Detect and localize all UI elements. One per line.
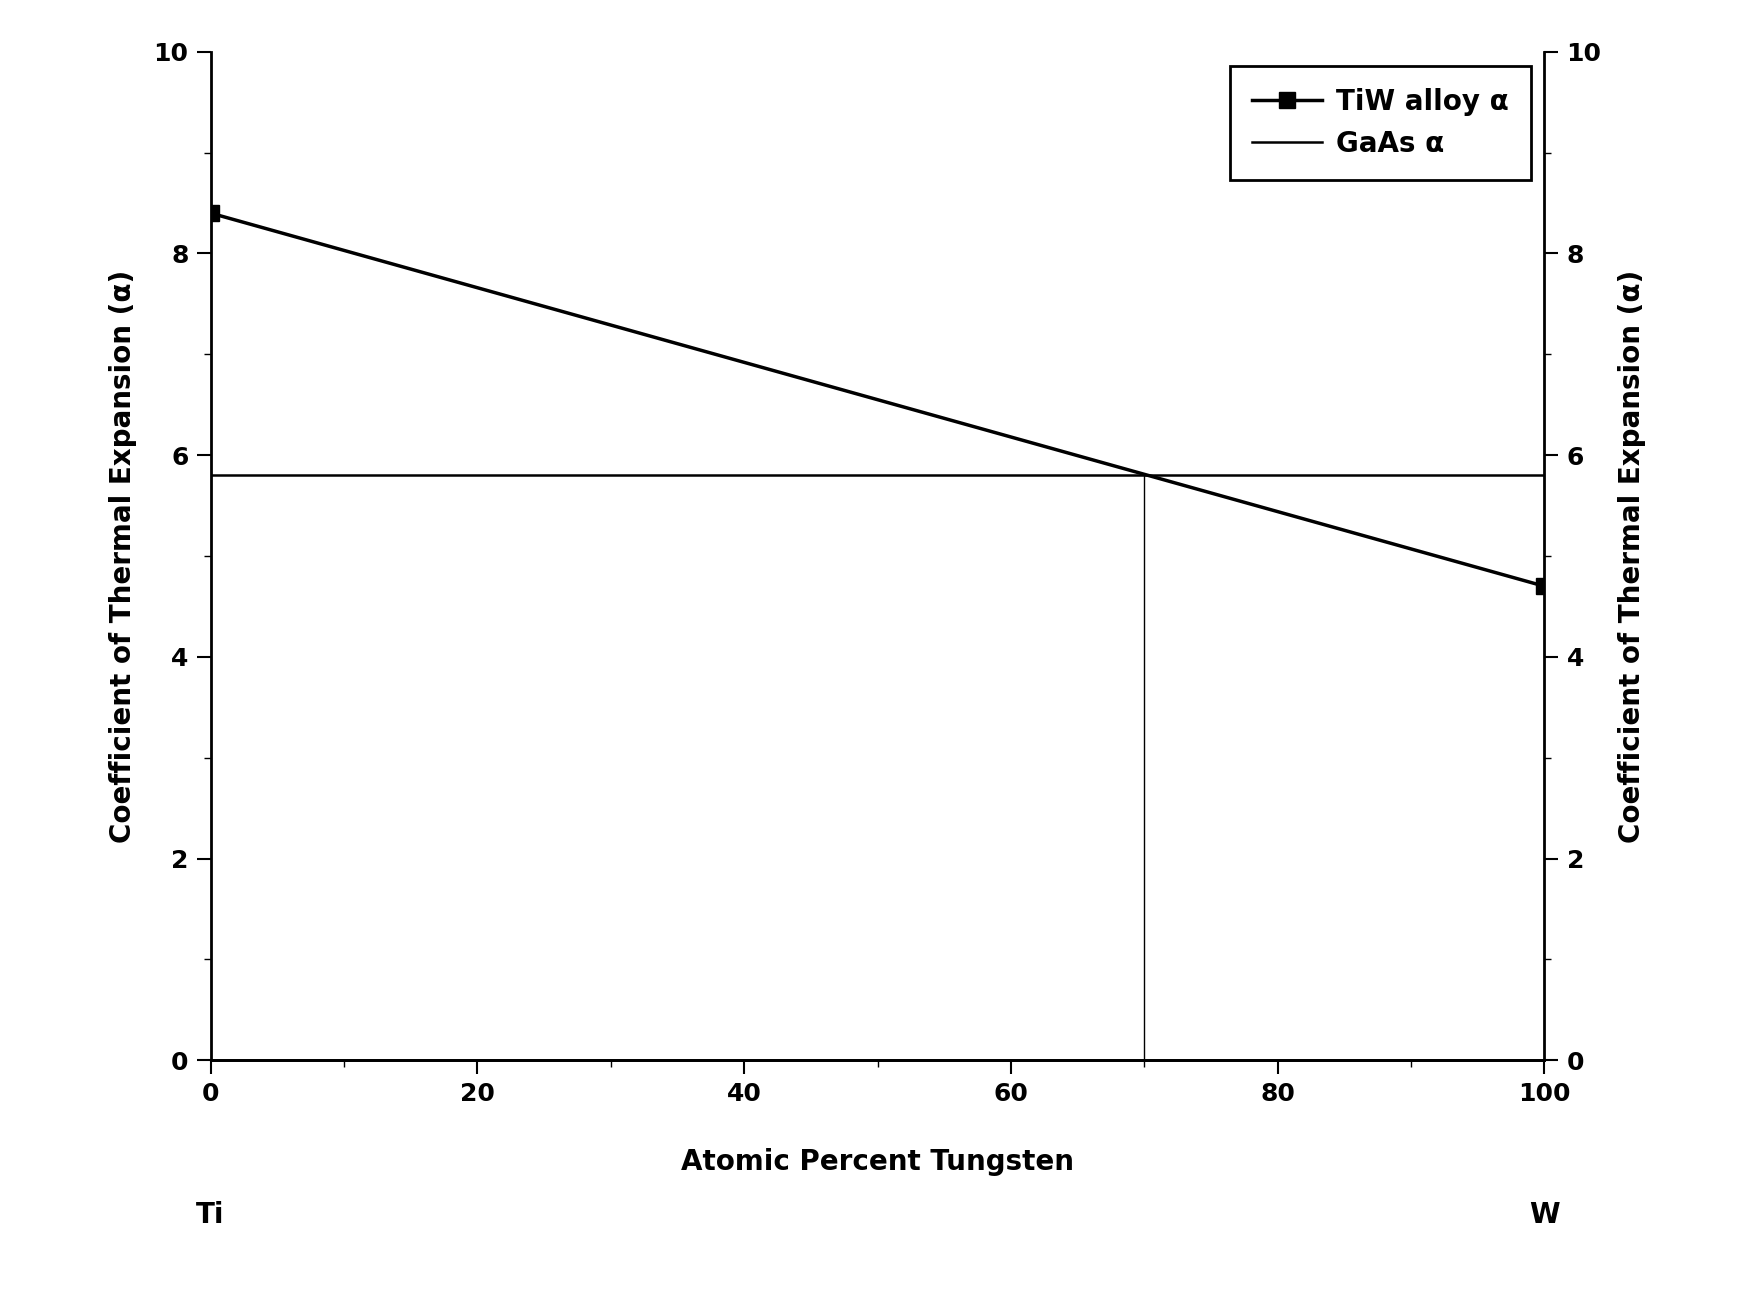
Y-axis label: Coefficient of Thermal Expansion (α): Coefficient of Thermal Expansion (α) <box>109 269 137 843</box>
Text: W: W <box>1529 1201 1560 1230</box>
Legend: TiW alloy α, GaAs α: TiW alloy α, GaAs α <box>1230 66 1530 180</box>
Y-axis label: Coefficient of Thermal Expansion (α): Coefficient of Thermal Expansion (α) <box>1618 269 1646 843</box>
Text: Ti: Ti <box>197 1201 225 1230</box>
X-axis label: Atomic Percent Tungsten: Atomic Percent Tungsten <box>681 1148 1074 1177</box>
